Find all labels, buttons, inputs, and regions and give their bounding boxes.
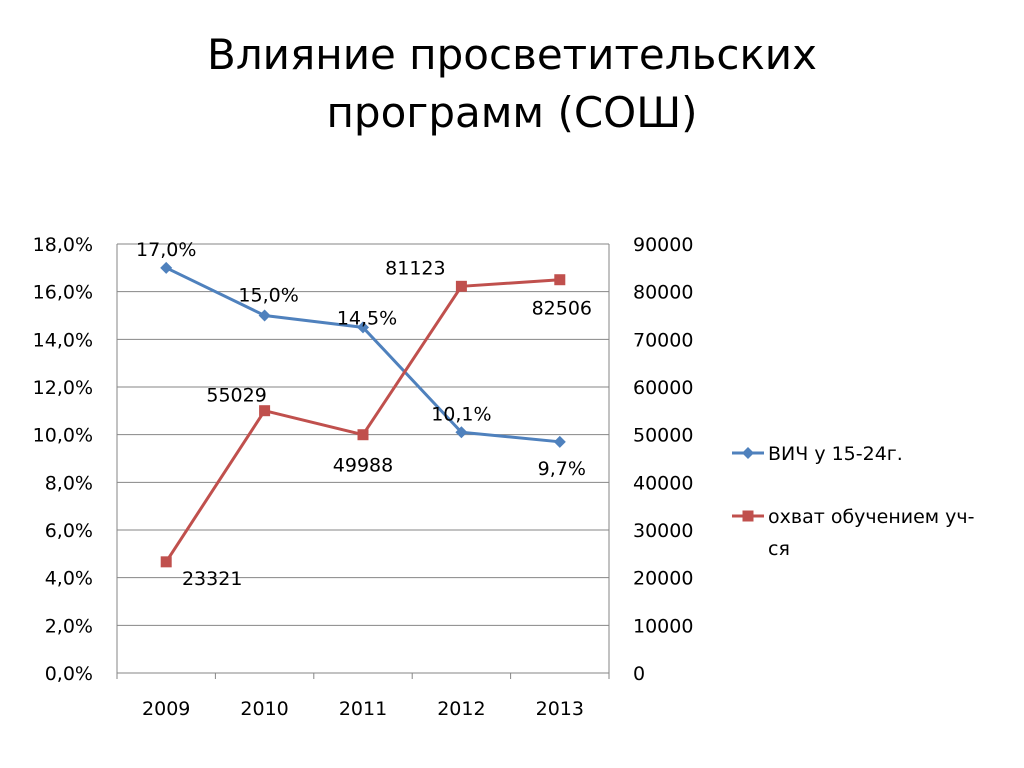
- legend-label-2: ся: [768, 538, 790, 560]
- y-left-tick-label: 18,0%: [33, 234, 93, 256]
- y-right-tick-label: 40000: [633, 472, 693, 494]
- y-right-tick-label: 60000: [633, 377, 693, 399]
- y-right-tick-label: 30000: [633, 520, 693, 542]
- data-point-series-1: [455, 426, 468, 439]
- slide-title: Влияние просветительских программ (СОШ): [112, 26, 912, 142]
- series-line-1: [165, 266, 560, 444]
- x-tick-label: 2011: [339, 698, 387, 720]
- y-left-tick-label: 14,0%: [33, 329, 93, 351]
- data-label-series-1: 15,0%: [238, 285, 298, 307]
- data-point-series-2: [357, 429, 369, 441]
- y-right-tick-label: 50000: [633, 425, 693, 447]
- y-left-tick-label: 0,0%: [45, 663, 93, 685]
- data-label-series-1: 17,0%: [136, 239, 196, 261]
- y-left-tick-label: 2,0%: [45, 615, 93, 637]
- y-right-tick-label: 20000: [633, 568, 693, 590]
- y-left-tick-label: 4,0%: [45, 568, 93, 590]
- x-tick-label: 2012: [437, 698, 485, 720]
- data-point-series-2: [455, 280, 467, 292]
- data-point-series-1: [258, 309, 271, 322]
- y-right-tick-label: 70000: [633, 329, 693, 351]
- x-tick-label: 2013: [536, 698, 584, 720]
- slide-title-line-2: программ (СОШ): [326, 88, 698, 137]
- y-left-tick-label: 16,0%: [33, 282, 93, 304]
- y-left-tick-label: 10,0%: [33, 425, 93, 447]
- legend-label-2: охват обучением уч-: [768, 506, 974, 528]
- data-label-series-2: 49988: [333, 455, 393, 477]
- data-point-series-1: [553, 435, 566, 448]
- slide-title-line-1: Влияние просветительских: [207, 30, 817, 79]
- data-label-series-2: 82506: [532, 298, 592, 320]
- data-point-series-1: [357, 321, 369, 334]
- y-left-tick-label: 6,0%: [45, 520, 93, 542]
- data-point-series-2: [259, 405, 271, 417]
- y-left-tick-label: 8,0%: [45, 472, 93, 494]
- y-right-tick-label: 80000: [633, 282, 693, 304]
- legend-label-1: ВИЧ у 15-24г.: [768, 443, 903, 465]
- data-label-series-2: 23321: [182, 568, 242, 590]
- data-label-series-2: 55029: [206, 385, 266, 407]
- y-left-tick-label: 12,0%: [33, 377, 93, 399]
- y-right-tick-label: 0: [633, 663, 645, 685]
- x-tick-label: 2010: [240, 698, 288, 720]
- legend-marker-1: [742, 447, 754, 459]
- data-label-series-1: 14,5%: [337, 307, 397, 329]
- x-tick-label: 2009: [142, 698, 190, 720]
- data-point-series-2: [554, 274, 566, 286]
- y-right-tick-label: 10000: [633, 615, 693, 637]
- data-label-series-1: 10,1%: [431, 403, 491, 425]
- data-point-series-2: [160, 556, 172, 568]
- data-label-series-2: 81123: [385, 257, 445, 279]
- y-right-tick-label: 90000: [633, 234, 693, 256]
- data-label-series-1: 9,7%: [538, 458, 586, 480]
- data-point-series-1: [160, 261, 173, 274]
- legend-marker-2: [742, 510, 754, 522]
